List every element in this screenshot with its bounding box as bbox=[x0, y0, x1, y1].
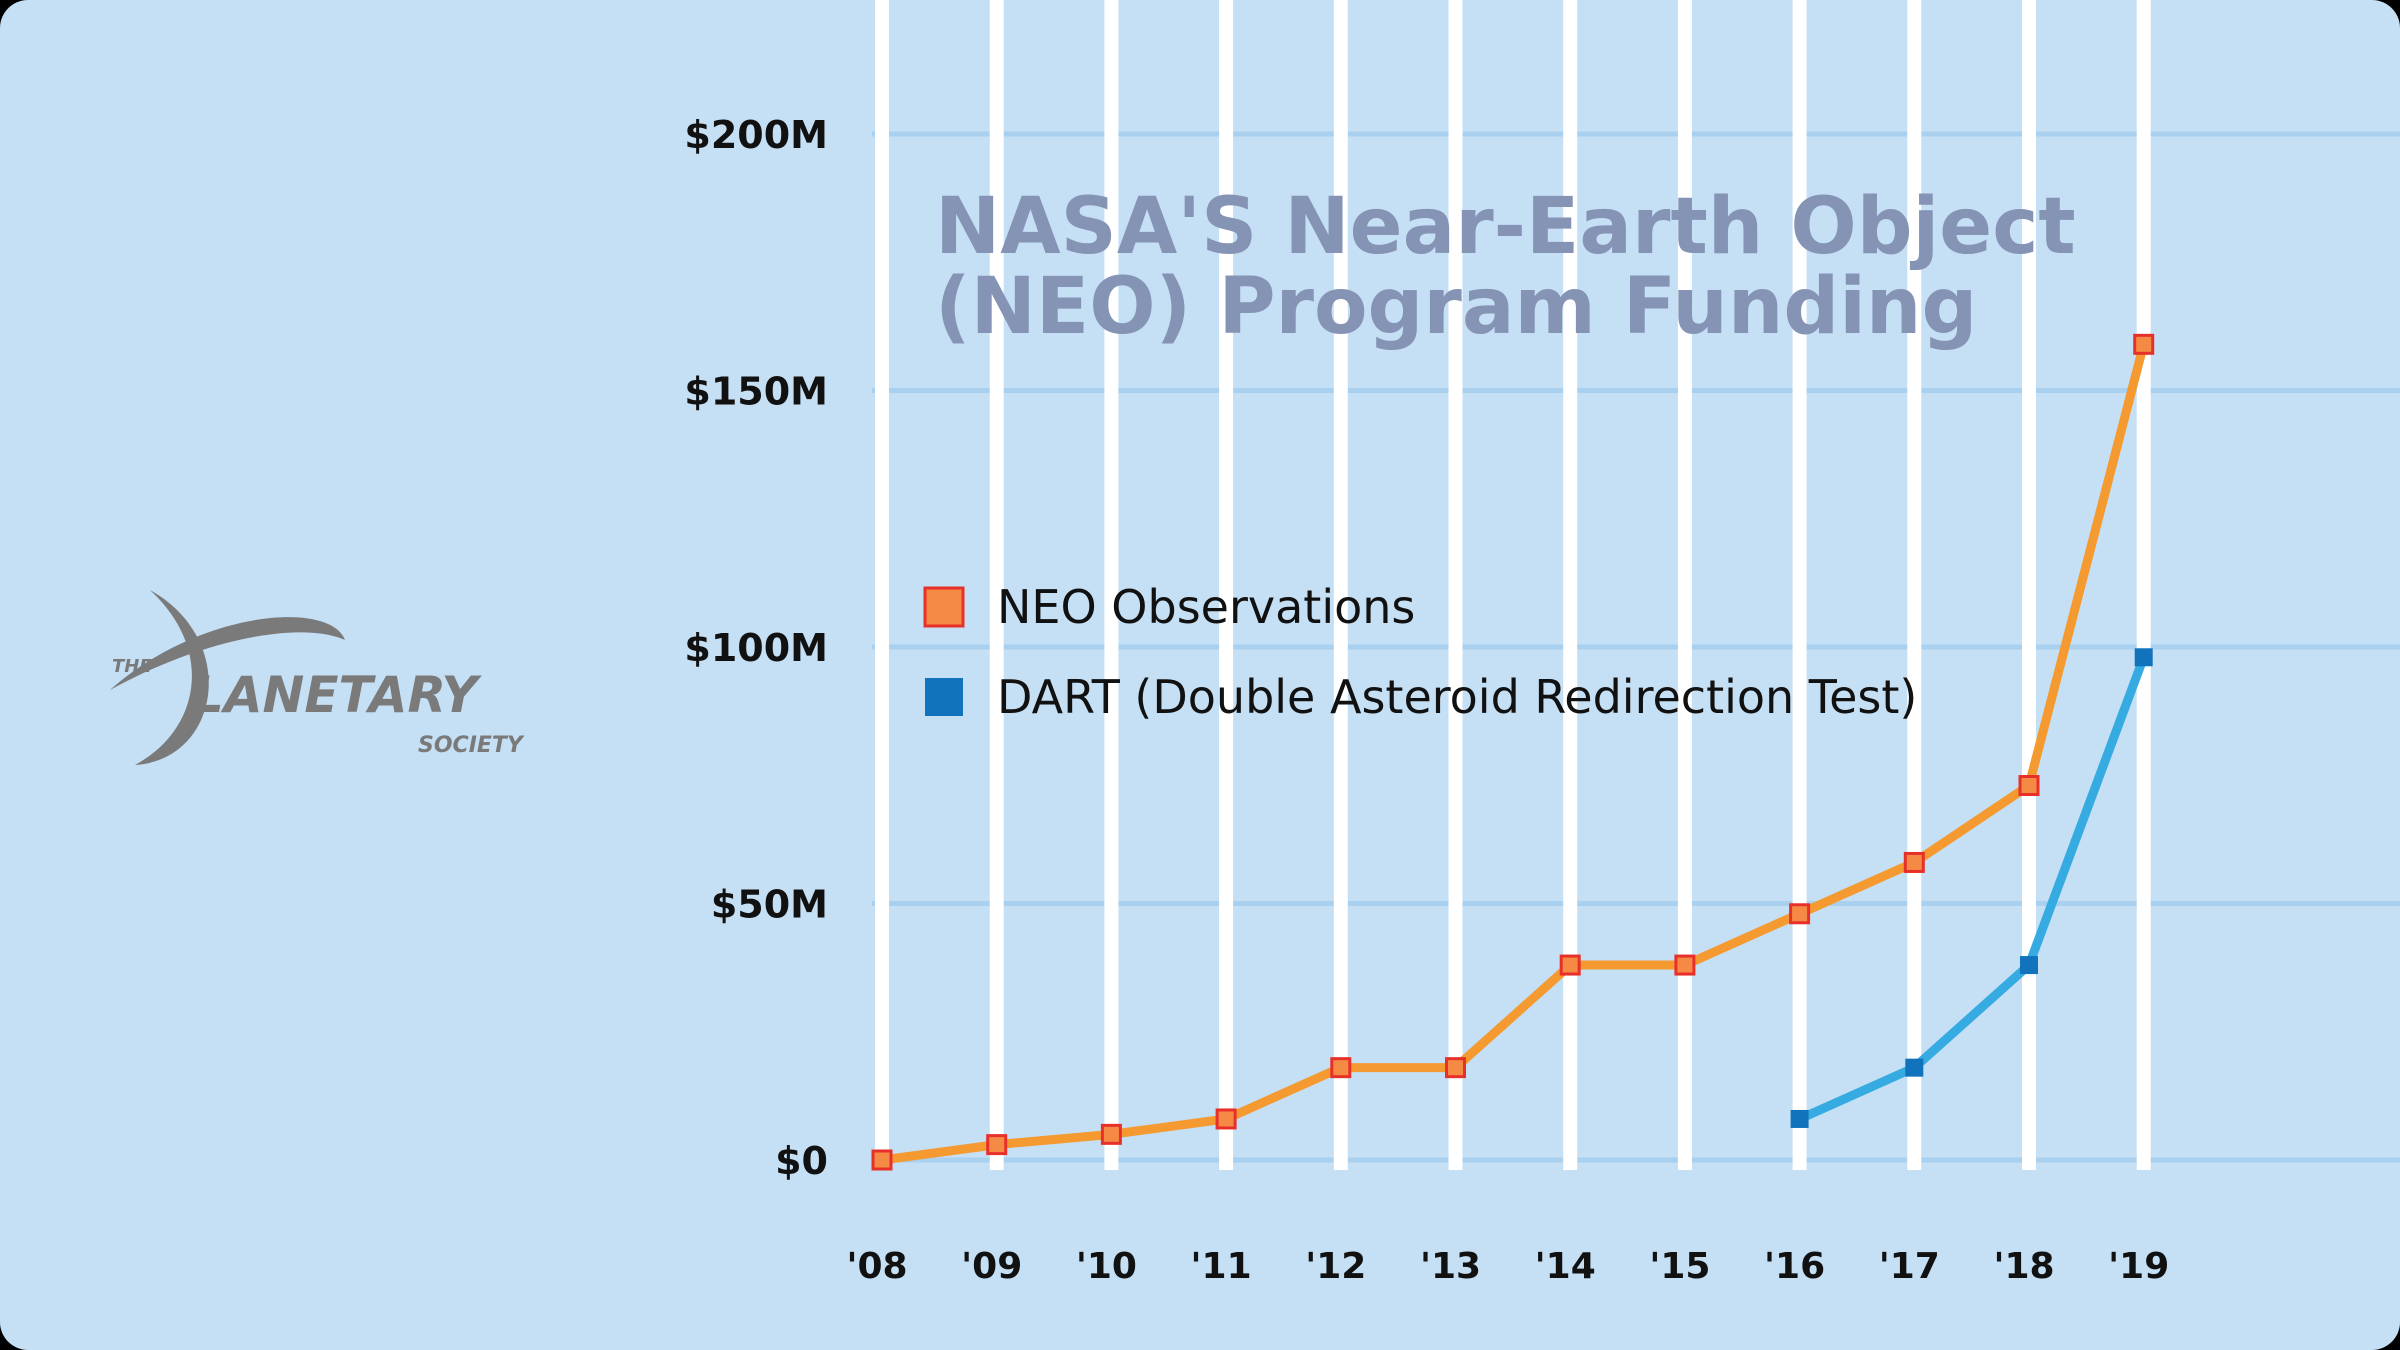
series-0-point-1 bbox=[986, 1134, 1008, 1156]
x-tick-label-2: '10 bbox=[1076, 1246, 1137, 1287]
x-tick-label-7: '15 bbox=[1649, 1246, 1710, 1287]
x-tick-label-9: '17 bbox=[1879, 1246, 1940, 1287]
legend: NEO Observations DART (Double Asteroid R… bbox=[923, 580, 1917, 724]
logo-planetary: LANETARY bbox=[192, 666, 482, 724]
y-tick-label-0: $0 bbox=[775, 1139, 828, 1183]
x-tick-label-8: '16 bbox=[1764, 1246, 1825, 1287]
logo-society: SOCIETY bbox=[418, 733, 525, 758]
series-0-point-3 bbox=[1215, 1108, 1237, 1130]
series-0-point-8 bbox=[1789, 903, 1811, 925]
series-0-point-6 bbox=[1559, 954, 1581, 976]
series-1-point-10 bbox=[2020, 956, 2038, 975]
series-0-point-5 bbox=[1445, 1057, 1466, 1079]
series-0-point-4 bbox=[1330, 1057, 1352, 1079]
y-tick-label-4: $200M bbox=[684, 113, 828, 157]
x-tick-label-1: '09 bbox=[961, 1246, 1022, 1287]
chart-title: NASA'S Near-Earth Object (NEO) Program F… bbox=[935, 182, 2076, 352]
logo-arc-icon bbox=[135, 590, 209, 765]
logo-swoosh-icon bbox=[110, 617, 345, 690]
y-axis-ticks: $0 $50M $100M $150M $200M bbox=[684, 113, 828, 1183]
series-0-point-7 bbox=[1674, 954, 1696, 976]
series-0-point-2 bbox=[1100, 1123, 1122, 1145]
legend-label-neo-observations: NEO Observations bbox=[997, 580, 1415, 634]
legend-swatch-neo-observations bbox=[923, 586, 965, 628]
series-lines bbox=[877, 339, 2149, 1165]
series-1-point-8 bbox=[1790, 1109, 1809, 1128]
chart-title-line-1: NASA'S Near-Earth Object bbox=[935, 182, 2076, 272]
y-tick-label-3: $150M bbox=[684, 370, 828, 414]
series-1-point-11 bbox=[2134, 648, 2153, 667]
x-tick-label-3: '11 bbox=[1191, 1246, 1252, 1287]
x-tick-label-4: '12 bbox=[1305, 1246, 1366, 1287]
logo-the: THE bbox=[112, 656, 152, 677]
planetary-society-logo: THE LANETARY SOCIETY bbox=[110, 590, 525, 765]
x-tick-label-0: '08 bbox=[846, 1246, 907, 1287]
x-tick-label-5: '13 bbox=[1420, 1246, 1481, 1287]
y-tick-label-2: $100M bbox=[684, 626, 828, 670]
legend-label-dart: DART (Double Asteroid Redirection Test) bbox=[997, 670, 1917, 724]
series-line-0 bbox=[877, 339, 2149, 1165]
x-tick-label-6: '14 bbox=[1535, 1246, 1596, 1287]
series-line-1 bbox=[1795, 652, 2149, 1124]
series-0-point-11 bbox=[2133, 333, 2155, 355]
x-tick-label-11: '19 bbox=[2108, 1246, 2169, 1287]
x-tick-label-10: '18 bbox=[1993, 1246, 2054, 1287]
x-axis-ticks: '08 '09 '10 '11 '12 '13 '14 '15 '16 '17 '18 '19 bbox=[846, 1246, 2169, 1287]
series-0-point-0 bbox=[871, 1149, 893, 1171]
y-tick-label-1: $50M bbox=[711, 883, 828, 927]
legend-swatch-dart bbox=[925, 678, 963, 716]
chart-title-line-2: (NEO) Program Funding bbox=[935, 262, 1977, 352]
series-0-point-9 bbox=[1903, 851, 1925, 873]
series-0-point-10 bbox=[2018, 775, 2040, 797]
series-1-point-9 bbox=[1905, 1058, 1924, 1077]
series-markers bbox=[871, 333, 2155, 1171]
